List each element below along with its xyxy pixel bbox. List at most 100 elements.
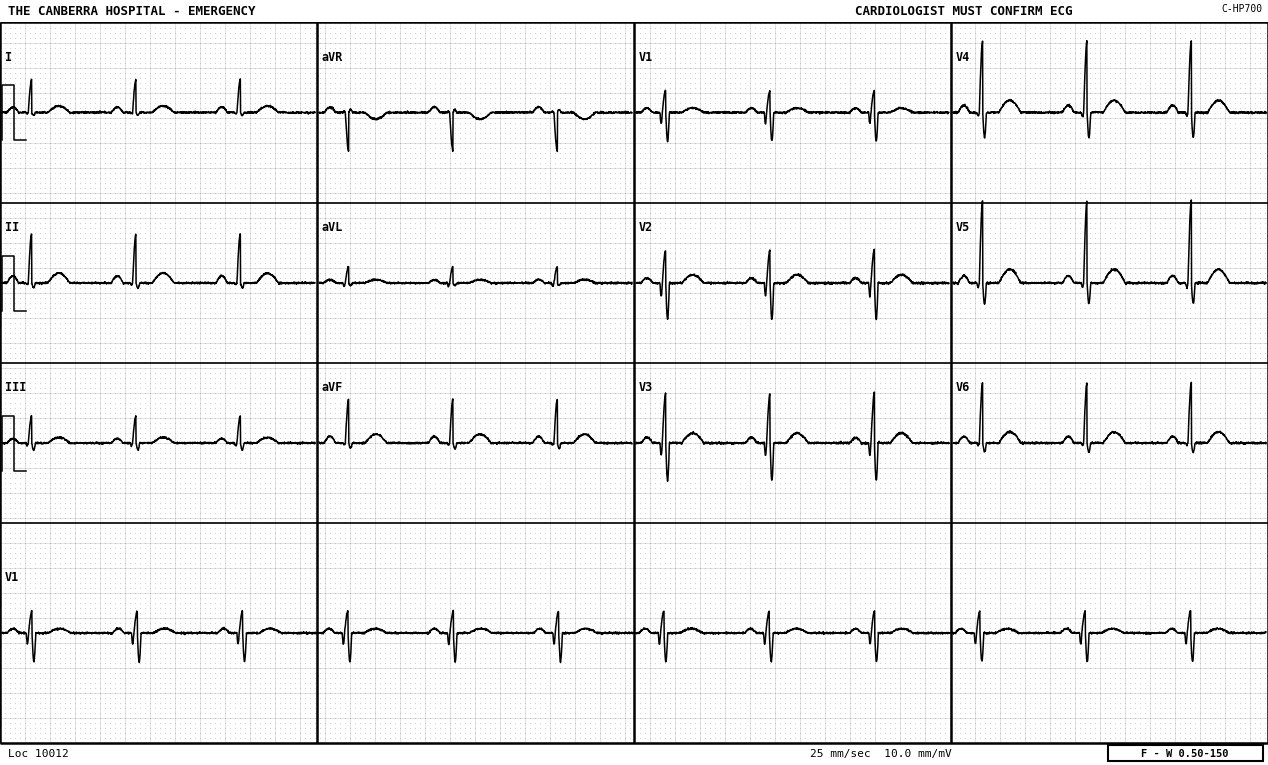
Point bbox=[399, 592, 420, 604]
Point bbox=[905, 507, 926, 519]
Point bbox=[744, 457, 765, 469]
Point bbox=[500, 712, 520, 724]
Point bbox=[844, 642, 865, 654]
Point bbox=[995, 602, 1016, 614]
Point bbox=[399, 707, 420, 719]
Point bbox=[744, 587, 765, 599]
Point bbox=[1030, 472, 1050, 484]
Point bbox=[175, 612, 195, 624]
Point bbox=[1135, 482, 1155, 494]
Point bbox=[235, 272, 255, 284]
Point bbox=[1160, 652, 1181, 664]
Point bbox=[290, 82, 311, 94]
Point bbox=[1140, 352, 1160, 364]
Point bbox=[1210, 62, 1230, 74]
Point bbox=[720, 227, 741, 239]
Point bbox=[990, 492, 1011, 504]
Point bbox=[219, 97, 240, 109]
Point bbox=[579, 392, 600, 404]
Point bbox=[595, 177, 615, 189]
Point bbox=[574, 547, 595, 559]
Point bbox=[1035, 457, 1055, 469]
Point bbox=[145, 737, 165, 749]
Point bbox=[1210, 587, 1230, 599]
Point bbox=[49, 592, 70, 604]
Point bbox=[1035, 617, 1055, 629]
Point bbox=[1125, 392, 1145, 404]
Point bbox=[590, 172, 610, 184]
Point bbox=[810, 102, 831, 114]
Point bbox=[270, 267, 290, 279]
Point bbox=[115, 222, 136, 234]
Point bbox=[105, 482, 126, 494]
Point bbox=[610, 377, 630, 389]
Point bbox=[185, 717, 205, 729]
Point bbox=[20, 152, 41, 164]
Point bbox=[145, 362, 165, 374]
Point bbox=[980, 47, 1000, 59]
Point bbox=[749, 347, 770, 359]
Point bbox=[340, 672, 360, 684]
Point bbox=[640, 647, 661, 659]
Point bbox=[255, 667, 275, 679]
Point bbox=[330, 147, 350, 159]
Point bbox=[550, 302, 571, 314]
Point bbox=[795, 317, 815, 329]
Point bbox=[510, 232, 530, 244]
Point bbox=[630, 467, 650, 479]
Point bbox=[1004, 392, 1025, 404]
Point bbox=[100, 557, 120, 569]
Point bbox=[165, 277, 185, 289]
Point bbox=[715, 287, 735, 299]
Point bbox=[1110, 392, 1130, 404]
Point bbox=[560, 112, 581, 124]
Point bbox=[65, 662, 85, 674]
Point bbox=[345, 57, 365, 69]
Point bbox=[134, 177, 155, 189]
Point bbox=[770, 662, 790, 674]
Point bbox=[1240, 407, 1260, 419]
Point bbox=[770, 367, 790, 379]
Point bbox=[605, 317, 625, 329]
Point bbox=[255, 312, 275, 324]
Point bbox=[535, 427, 555, 439]
Point bbox=[960, 42, 980, 54]
Point bbox=[1184, 42, 1205, 54]
Point bbox=[1004, 627, 1025, 639]
Point bbox=[590, 502, 610, 514]
Point bbox=[255, 567, 275, 579]
Point bbox=[129, 312, 150, 324]
Point bbox=[595, 402, 615, 414]
Point bbox=[280, 452, 301, 464]
Point bbox=[474, 612, 495, 624]
Point bbox=[545, 722, 566, 734]
Point bbox=[770, 222, 790, 234]
Point bbox=[115, 162, 136, 174]
Point bbox=[1175, 337, 1196, 349]
Point bbox=[355, 432, 375, 444]
Point bbox=[815, 612, 836, 624]
Point bbox=[105, 652, 126, 664]
Point bbox=[489, 307, 510, 319]
Point bbox=[200, 32, 221, 44]
Point bbox=[540, 677, 560, 689]
Point bbox=[1130, 347, 1150, 359]
Point bbox=[590, 507, 610, 519]
Point bbox=[545, 97, 566, 109]
Point bbox=[829, 137, 850, 149]
Point bbox=[760, 457, 780, 469]
Point bbox=[829, 697, 850, 709]
Point bbox=[80, 142, 100, 154]
Point bbox=[1230, 722, 1250, 734]
Point bbox=[1019, 102, 1040, 114]
Point bbox=[685, 127, 705, 139]
Point bbox=[1065, 157, 1085, 169]
Point bbox=[309, 732, 330, 744]
Point bbox=[1045, 467, 1065, 479]
Point bbox=[1019, 282, 1040, 294]
Point bbox=[210, 572, 231, 584]
Point bbox=[30, 712, 51, 724]
Point bbox=[450, 332, 470, 344]
Point bbox=[445, 37, 465, 49]
Point bbox=[224, 317, 245, 329]
